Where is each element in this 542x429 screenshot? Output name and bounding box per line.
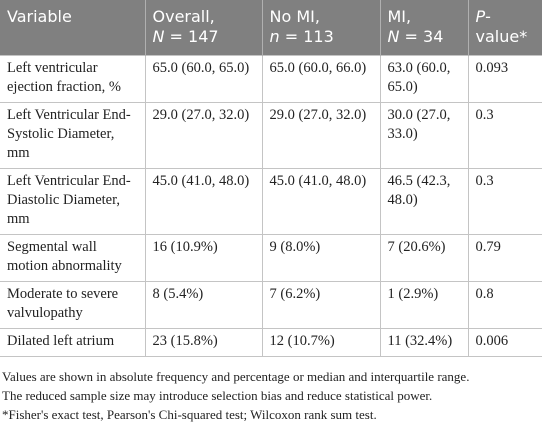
footnote: The reduced sample size may introduce se…	[2, 388, 433, 403]
table-cell: 0.093	[467, 55, 542, 103]
table-row: Left Ventricular End-Systolic Diameter, …	[0, 102, 542, 169]
table-cell: 9 (8.0%)	[261, 234, 381, 282]
header-text: MI,	[387, 7, 412, 26]
footnote: *Fisher's exact test, Pearson's Chi-squa…	[2, 407, 377, 422]
table-cell: 11 (32.4%)	[379, 328, 469, 357]
footnotes: Values are shown in absolute frequency a…	[0, 357, 542, 424]
table-row: Left Ventricular End-Diastolic Diameter,…	[0, 168, 542, 235]
table-cell: 63.0 (60.0, 65.0)	[379, 55, 469, 103]
data-table: Variable Overall, N = 147 No MI, n = 113 MI, N…	[0, 0, 542, 357]
header-text: No MI,	[269, 7, 320, 26]
header-row: Variable Overall, N = 147 No MI, n = 113 MI, N…	[0, 0, 542, 56]
header-text: Variable	[7, 7, 72, 26]
table-cell: 0.006	[467, 328, 542, 357]
header-variable: N	[152, 27, 165, 46]
table-row: Dilated left atrium 23 (15.8%) 12 (10.7%) 1…	[0, 328, 542, 357]
table-cell: 12 (10.7%)	[261, 328, 381, 357]
table-cell: 23 (15.8%)	[144, 328, 263, 357]
table-row: Left ventricular ejection fraction, % 65.…	[0, 55, 542, 103]
table-cell: 0.3	[467, 102, 542, 169]
header-cell: P-value*	[467, 0, 542, 56]
header-text: Overall,	[152, 7, 215, 26]
table-cell: 65.0 (60.0, 66.0)	[261, 55, 381, 103]
table-cell: Segmental wall motion abnormality	[0, 234, 146, 282]
table-cell: Left Ventricular End-Diastolic Diameter,…	[0, 168, 146, 235]
header-variable: N	[387, 27, 400, 46]
header-text: = 113	[279, 27, 334, 46]
table-cell: Left ventricular ejection fraction, %	[0, 55, 146, 103]
table-cell: Dilated left atrium	[0, 328, 146, 357]
table-cell: Moderate to severe valvulopathy	[0, 281, 146, 329]
table-cell: 1 (2.9%)	[379, 281, 469, 329]
table-cell: 29.0 (27.0, 32.0)	[261, 102, 381, 169]
table-row: Segmental wall motion abnormality 16 (10.…	[0, 234, 542, 282]
table-cell: 30.0 (27.0, 33.0)	[379, 102, 469, 169]
header-cell: MI, N = 34	[379, 0, 468, 56]
header-text: -value*	[475, 7, 528, 46]
table-cell: 45.0 (41.0, 48.0)	[144, 168, 263, 235]
table-cell: 0.8	[467, 281, 542, 329]
table-cell: 29.0 (27.0, 32.0)	[144, 102, 263, 169]
table-body: Left ventricular ejection fraction, % 65.…	[0, 55, 542, 357]
header-cell: No MI, n = 113	[261, 0, 380, 56]
header-cell: Overall, N = 147	[144, 0, 262, 56]
header-text: = 34	[399, 27, 444, 46]
table-cell: 0.79	[467, 234, 542, 282]
table-cell: 16 (10.9%)	[144, 234, 263, 282]
table-cell: 7 (20.6%)	[379, 234, 469, 282]
header-variable: n	[269, 27, 280, 46]
table-cell: 0.3	[467, 168, 542, 235]
header-text: = 147	[164, 27, 219, 46]
header-variable: P	[475, 7, 486, 26]
table-cell: 46.5 (42.3, 48.0)	[379, 168, 469, 235]
table-cell: 8 (5.4%)	[144, 281, 263, 329]
table-row: Moderate to severe valvulopathy 8 (5.4%) 7…	[0, 281, 542, 329]
table-cell: 7 (6.2%)	[261, 281, 381, 329]
header-cell: Variable	[0, 0, 145, 56]
table-cell: 45.0 (41.0, 48.0)	[261, 168, 381, 235]
table-cell: 65.0 (60.0, 65.0)	[144, 55, 263, 103]
table-cell: Left Ventricular End-Systolic Diameter, …	[0, 102, 146, 169]
footnote: Values are shown in absolute frequency a…	[2, 369, 470, 384]
